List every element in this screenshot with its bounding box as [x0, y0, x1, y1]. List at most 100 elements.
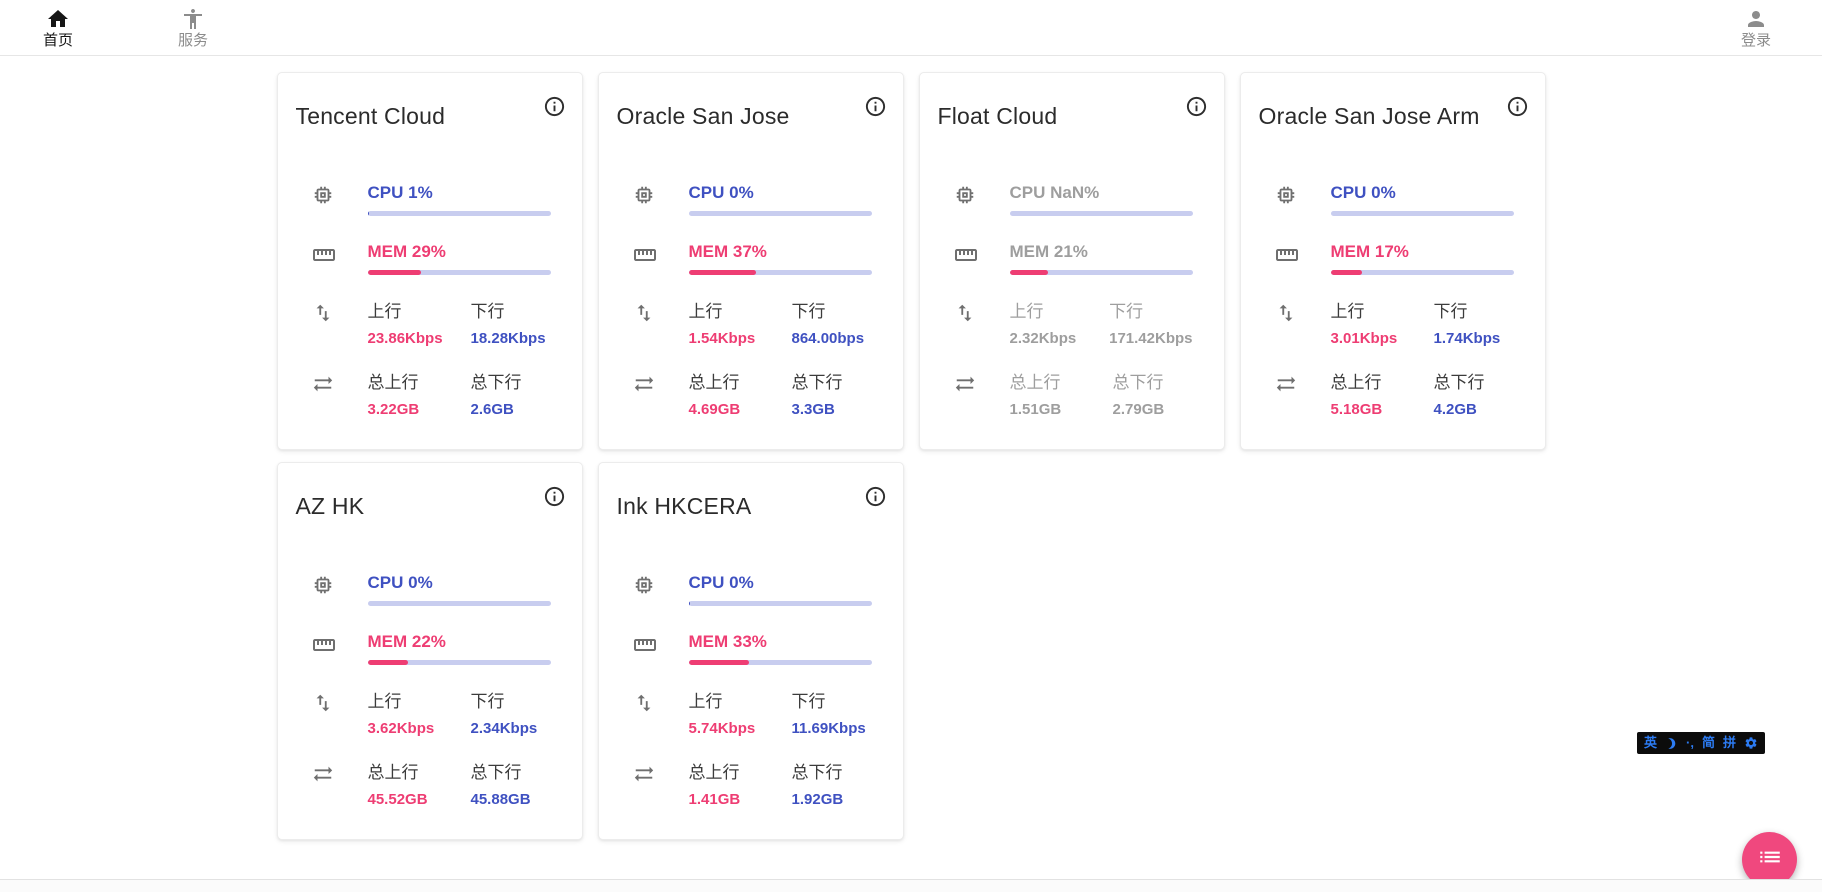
ruler-icon	[312, 242, 368, 275]
sync-alt-icon	[954, 372, 1010, 419]
server-card: Ink HKCERA CPU 0% MEM 33%	[598, 462, 904, 840]
nav-home-label: 首页	[43, 32, 73, 49]
mem-row: MEM 17%	[1241, 242, 1545, 275]
sync-alt-icon	[312, 372, 368, 419]
footer-strip	[0, 879, 1822, 892]
upload-label: 上行	[368, 301, 471, 323]
cpu-chip-icon	[633, 573, 689, 606]
speed-row: 上行 5.74Kbps 下行 11.69Kbps	[599, 691, 903, 738]
mem-row: MEM 33%	[599, 632, 903, 665]
total-download-label: 总下行	[792, 372, 872, 394]
info-icon[interactable]	[864, 95, 888, 119]
cpu-progress-bar	[1331, 211, 1514, 216]
upload-label: 上行	[368, 691, 471, 713]
cpu-usage-label: CPU 0%	[689, 183, 872, 203]
mem-progress-bar	[1331, 270, 1514, 275]
upload-speed: 3.62Kbps	[368, 720, 471, 738]
total-download-value: 1.92GB	[792, 791, 872, 809]
cpu-chip-icon	[312, 573, 368, 606]
total-upload-label: 总上行	[368, 372, 471, 394]
ime-status-bar[interactable]: 英 ·, 简 拼	[1637, 732, 1765, 754]
cpu-progress-bar	[368, 211, 551, 216]
server-cards-grid: Tencent Cloud CPU 1% MEM 29%	[277, 72, 1546, 840]
server-name: Oracle San Jose	[617, 103, 903, 129]
ruler-icon	[1275, 242, 1331, 275]
nav-login-label: 登录	[1741, 32, 1771, 49]
speed-row: 上行 1.54Kbps 下行 864.00bps	[599, 301, 903, 348]
moon-icon[interactable]	[1665, 737, 1678, 750]
total-traffic-row: 总上行 1.41GB 总下行 1.92GB	[599, 762, 903, 809]
server-stats: CPU NaN% MEM 21% 上行	[920, 183, 1224, 419]
speed-row: 上行 3.62Kbps 下行 2.34Kbps	[278, 691, 582, 738]
download-speed: 11.69Kbps	[792, 720, 872, 738]
mem-progress-bar	[1010, 270, 1193, 275]
total-upload-label: 总上行	[1010, 372, 1113, 394]
server-name: Oracle San Jose Arm	[1259, 103, 1545, 129]
upload-speed: 5.74Kbps	[689, 720, 792, 738]
mem-progress-bar	[368, 270, 551, 275]
total-traffic-row: 总上行 4.69GB 总下行 3.3GB	[599, 372, 903, 419]
server-stats: CPU 0% MEM 22% 上行	[278, 573, 582, 809]
info-icon[interactable]	[1506, 95, 1530, 119]
download-label: 下行	[792, 691, 872, 713]
swap-vert-icon	[954, 301, 1010, 348]
info-icon[interactable]	[543, 485, 567, 509]
swap-vert-icon	[633, 301, 689, 348]
server-stats: CPU 0% MEM 17% 上行	[1241, 183, 1545, 419]
download-label: 下行	[792, 301, 872, 323]
server-stats: CPU 1% MEM 29% 上行	[278, 183, 582, 419]
server-card: Oracle San Jose Arm CPU 0% MEM 17%	[1240, 72, 1546, 450]
cpu-usage-label: CPU 0%	[1331, 183, 1514, 203]
total-download-value: 3.3GB	[792, 401, 872, 419]
ime-language-indicator[interactable]: 英	[1644, 732, 1657, 754]
total-traffic-row: 总上行 1.51GB 总下行 2.79GB	[920, 372, 1224, 419]
mem-progress-fill	[368, 270, 421, 275]
ruler-icon	[312, 632, 368, 665]
cpu-row: CPU NaN%	[920, 183, 1224, 216]
total-upload-label: 总上行	[689, 762, 792, 784]
cpu-progress-bar	[689, 601, 872, 606]
cpu-usage-label: CPU NaN%	[1010, 183, 1193, 203]
total-upload-label: 总上行	[689, 372, 792, 394]
download-speed: 864.00bps	[792, 330, 872, 348]
mem-row: MEM 22%	[278, 632, 582, 665]
total-upload-value: 4.69GB	[689, 401, 792, 419]
info-icon[interactable]	[543, 95, 567, 119]
sync-alt-icon	[633, 762, 689, 809]
download-speed: 171.42Kbps	[1109, 330, 1192, 348]
total-download-value: 2.79GB	[1113, 401, 1193, 419]
ime-punctuation-indicator[interactable]: ·,	[1686, 732, 1694, 754]
info-icon[interactable]	[864, 485, 888, 509]
total-traffic-row: 总上行 45.52GB 总下行 45.88GB	[278, 762, 582, 809]
gear-icon[interactable]	[1744, 736, 1758, 750]
upload-label: 上行	[689, 691, 792, 713]
server-stats: CPU 0% MEM 37% 上行	[599, 183, 903, 419]
cpu-row: CPU 0%	[278, 573, 582, 606]
upload-label: 上行	[1010, 301, 1110, 323]
services-icon	[181, 7, 205, 31]
total-download-label: 总下行	[471, 762, 551, 784]
upload-speed: 2.32Kbps	[1010, 330, 1110, 348]
nav-services-button[interactable]: 服务	[163, 7, 223, 49]
total-download-value: 45.88GB	[471, 791, 551, 809]
download-speed: 2.34Kbps	[471, 720, 551, 738]
total-download-label: 总下行	[1434, 372, 1514, 394]
total-traffic-row: 总上行 5.18GB 总下行 4.2GB	[1241, 372, 1545, 419]
server-card: Tencent Cloud CPU 1% MEM 29%	[277, 72, 583, 450]
server-stats: CPU 0% MEM 33% 上行	[599, 573, 903, 809]
ime-scheme-indicator[interactable]: 拼	[1723, 732, 1736, 754]
nav-login-button[interactable]: 登录	[1726, 7, 1786, 49]
swap-vert-icon	[633, 691, 689, 738]
upload-label: 上行	[689, 301, 792, 323]
list-icon	[1757, 844, 1783, 875]
cpu-row: CPU 0%	[599, 183, 903, 216]
nav-home-button[interactable]: 首页	[28, 7, 88, 49]
info-icon[interactable]	[1185, 95, 1209, 119]
mem-usage-label: MEM 37%	[689, 242, 872, 262]
cpu-row: CPU 0%	[599, 573, 903, 606]
person-icon	[1744, 7, 1768, 31]
server-card: AZ HK CPU 0% MEM 22%	[277, 462, 583, 840]
mem-progress-fill	[1010, 270, 1048, 275]
upload-label: 上行	[1331, 301, 1434, 323]
ime-charset-indicator[interactable]: 简	[1702, 732, 1715, 754]
